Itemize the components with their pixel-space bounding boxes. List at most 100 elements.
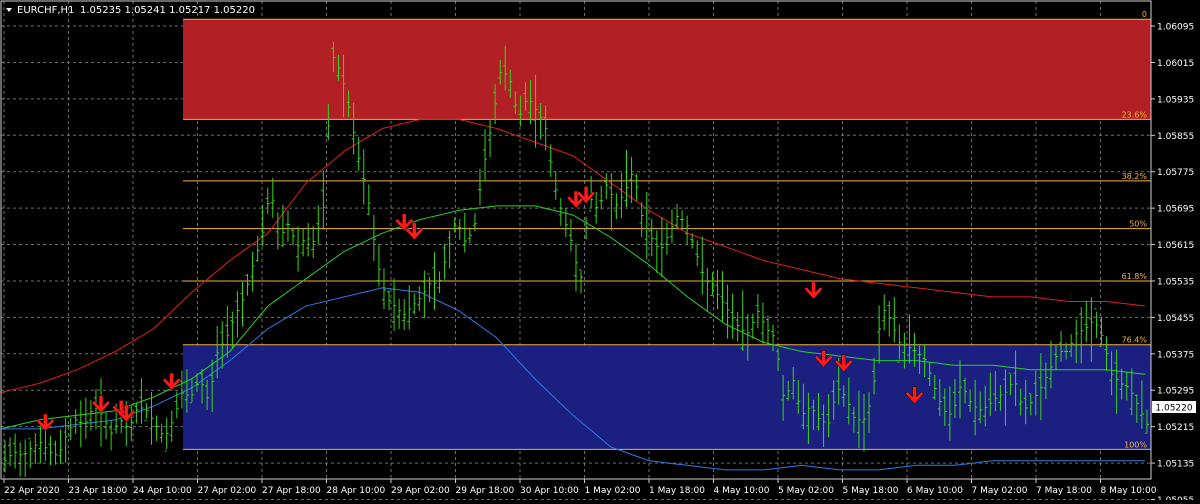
price-bar <box>427 273 432 303</box>
price-bar <box>179 370 184 409</box>
price-bar <box>619 172 624 218</box>
price-bar <box>38 423 43 464</box>
price-bar <box>861 393 866 452</box>
price-bar <box>164 417 169 452</box>
price-bar <box>63 418 68 464</box>
price-bar <box>53 440 58 465</box>
current-price-tag <box>1152 401 1196 413</box>
x-tick-label: 6 May 10:00 <box>907 486 963 496</box>
price-bar <box>786 381 791 401</box>
price-bar <box>346 90 351 117</box>
price-bar <box>1124 372 1129 401</box>
price-bar <box>1104 336 1109 371</box>
price-bar <box>776 348 781 372</box>
price-bar <box>381 268 386 310</box>
price-bar <box>664 222 669 255</box>
price-bar <box>750 313 755 339</box>
y-tick-label: 1.05295 <box>1157 387 1194 397</box>
y-tick-label: 1.06015 <box>1157 59 1194 69</box>
price-bar <box>139 378 144 424</box>
price-bar <box>225 305 230 358</box>
price-bar <box>826 394 831 438</box>
price-bar <box>311 226 316 259</box>
y-tick-label: 1.05775 <box>1157 168 1194 178</box>
price-bar <box>745 314 750 361</box>
price-bar <box>1134 394 1139 423</box>
price-bar <box>579 269 584 294</box>
price-bar <box>584 216 589 239</box>
price-bar <box>503 45 508 91</box>
price-bar <box>518 95 523 127</box>
fib-levels: 0 23.6% 38.2% 50% 61.8% 76.4% 100% <box>183 10 1151 450</box>
price-bar <box>134 402 139 424</box>
price-bar <box>1089 297 1094 362</box>
price-bar <box>639 202 644 238</box>
price-bar <box>488 119 493 157</box>
sell-arrow-icon <box>394 213 414 232</box>
price-bar <box>942 388 947 426</box>
price-bar <box>538 103 543 140</box>
sell-arrow-icon <box>116 404 136 423</box>
price-bar <box>811 399 816 430</box>
ma-slow-line <box>0 118 1146 393</box>
price-bar <box>296 226 301 272</box>
price-bar <box>316 205 321 245</box>
price-bar <box>1074 319 1079 364</box>
sell-arrow-icon <box>905 386 924 405</box>
price-bar <box>331 41 336 72</box>
price-bar <box>1094 308 1099 339</box>
x-tick-label: 7 May 02:00 <box>972 486 1028 496</box>
price-bar <box>397 298 402 329</box>
price-bar <box>614 193 619 220</box>
price-bar <box>341 54 346 118</box>
x-tick-label: 5 May 18:00 <box>843 486 899 496</box>
x-tick-label: 23 Apr 18:00 <box>69 486 128 496</box>
price-bar <box>23 439 28 477</box>
price-bar <box>68 418 73 441</box>
time-axis[interactable]: 22 Apr 2020 23 Apr 18:00 24 Apr 10:00 27 Ap… <box>3 479 1157 496</box>
price-bar <box>558 198 563 226</box>
price-bar <box>508 69 513 98</box>
price-bar <box>215 325 220 379</box>
x-tick-label: 4 May 10:00 <box>714 486 770 496</box>
price-bar <box>998 385 1003 411</box>
price-bar <box>1084 300 1089 343</box>
price-bar <box>58 429 63 465</box>
sell-signals <box>36 186 924 432</box>
price-bar <box>765 315 770 346</box>
price-bar <box>1038 353 1043 421</box>
price-bar <box>695 240 700 267</box>
price-bar <box>816 392 821 431</box>
price-bar <box>659 216 664 277</box>
price-bar <box>710 272 715 296</box>
price-bar <box>200 368 205 404</box>
price-bar <box>907 314 912 364</box>
price-bar <box>634 173 639 201</box>
x-tick-label: 27 Apr 18:00 <box>262 486 321 496</box>
price-bar <box>387 290 392 311</box>
price-bar <box>351 102 356 155</box>
price-bar <box>1048 340 1053 389</box>
price-bar <box>422 270 427 319</box>
price-bar <box>189 378 194 404</box>
price-bar <box>48 435 53 466</box>
price-bar <box>563 208 568 238</box>
candles <box>3 41 1149 477</box>
current-price-label: 1.05220 <box>1155 404 1192 414</box>
chart-menu-triangle-icon[interactable] <box>6 8 12 12</box>
sell-arrow-icon <box>91 395 111 414</box>
x-tick-label: 8 May 10:00 <box>1101 486 1157 496</box>
price-bar <box>841 385 846 408</box>
y-tick-label: 1.05535 <box>1157 277 1194 287</box>
fib-level-label: 76.4% <box>1122 336 1148 345</box>
price-bar <box>690 233 695 249</box>
fib-level-label: 0 <box>1142 10 1147 19</box>
price-bar <box>882 294 887 331</box>
price-bar <box>195 373 200 392</box>
x-tick-label: 1 May 18:00 <box>649 486 705 496</box>
x-tick-label: 29 Apr 18:00 <box>456 486 515 496</box>
upper-fib-zone <box>183 19 1151 120</box>
price-bar <box>604 173 609 199</box>
